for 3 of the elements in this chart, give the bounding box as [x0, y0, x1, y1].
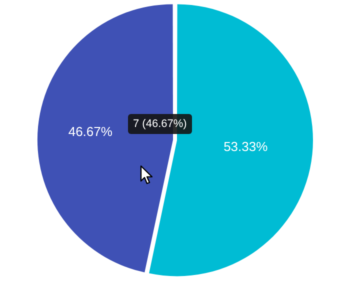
text: 7 (46.67%) — [128, 114, 192, 134]
data-label: 53.33% — [224, 138, 268, 154]
data-label: 46.67% — [68, 124, 113, 140]
